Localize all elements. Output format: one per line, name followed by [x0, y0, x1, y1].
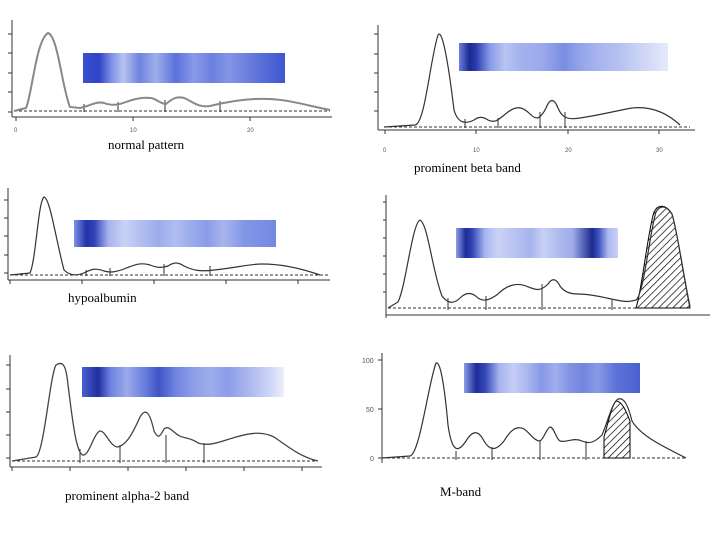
gel-strip-gamma [456, 228, 618, 258]
panel-broad-gamma [380, 190, 714, 320]
y-tick-0: 0 [370, 456, 374, 463]
electrophoresis-trace-beta: 0 10 20 30 [374, 25, 695, 154]
x-tick-10: 10 [130, 128, 137, 134]
gel-strip-hypoalbumin [74, 220, 276, 247]
caption-normal-pattern: normal pattern [108, 137, 185, 152]
panel-normal-pattern: 0 10 20 normal pattern [0, 0, 340, 170]
panel-hypoalbumin: hypoalbumin [0, 180, 340, 320]
x-tick-10: 10 [473, 148, 480, 154]
x-tick-0: 0 [14, 128, 18, 134]
x-tick-30: 30 [656, 148, 663, 154]
caption-m-band: M-band [440, 484, 482, 499]
x-tick-0: 0 [383, 148, 387, 154]
panel-prominent-alpha2-band: prominent alpha-2 band [0, 345, 340, 515]
panel-m-band: 100 50 0 M-band [360, 345, 714, 515]
y-tick-100: 100 [362, 358, 374, 365]
electrophoresis-trace-normal: 0 10 20 [8, 20, 332, 134]
caption-hypoalbumin: hypoalbumin [68, 290, 137, 305]
caption-prominent-beta-band: prominent beta band [414, 160, 521, 175]
electrophoresis-trace-gamma [383, 195, 710, 318]
electrophoresis-trace-hypoalbumin [4, 188, 330, 284]
gel-strip-alpha2 [82, 367, 284, 397]
gel-strip-m-band [464, 363, 640, 393]
caption-prominent-alpha2-band: prominent alpha-2 band [65, 488, 190, 503]
gel-strip-normal [83, 53, 285, 83]
x-tick-20: 20 [565, 148, 572, 154]
gel-strip-beta [459, 43, 668, 71]
y-tick-50: 50 [366, 407, 374, 414]
electrophoresis-trace-m-band: 100 50 0 [362, 353, 687, 463]
panel-prominent-beta-band: 0 10 20 30 prominent beta band [370, 0, 714, 180]
x-tick-20: 20 [247, 128, 254, 134]
electrophoresis-trace-alpha2 [6, 355, 322, 471]
